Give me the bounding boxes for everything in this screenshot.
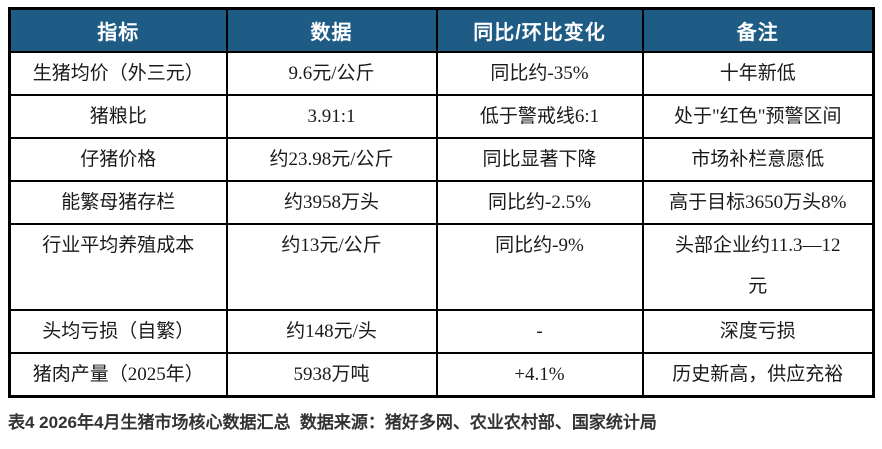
cell-remark: 市场补栏意愿低: [641, 136, 875, 182]
column-header-indicator: 指标: [8, 7, 228, 53]
column-header-remark: 备注: [641, 7, 875, 53]
table-row: 行业平均养殖成本 约13元/公斤 同比约-9% 头部企业约11.3—12 元: [8, 222, 875, 311]
column-header-change: 同比/环比变化: [435, 7, 644, 53]
cell-change: -: [435, 308, 644, 354]
table-row: 能繁母猪存栏 约3958万头 同比约-2.5% 高于目标3650万头8%: [8, 179, 875, 225]
table-row: 仔猪价格 约23.98元/公斤 同比显著下降 市场补栏意愿低: [8, 136, 875, 182]
cell-remark: 十年新低: [641, 50, 875, 96]
table-caption: 表4 2026年4月生猪市场核心数据汇总 数据来源：猪好多网、农业农村部、国家统…: [8, 413, 657, 432]
cell-data: 5938万吨: [225, 351, 438, 397]
cell-data: 约148元/头: [225, 308, 438, 354]
table-row: 生猪均价（外三元） 9.6元/公斤 同比约-35% 十年新低: [8, 50, 875, 96]
cell-data: 3.91:1: [225, 93, 438, 139]
cell-remark: 高于目标3650万头8%: [641, 179, 875, 225]
cell-change: 同比约-9%: [435, 222, 644, 311]
cell-remark: 处于"红色"预警区间: [641, 93, 875, 139]
cell-indicator: 头均亏损（自繁）: [8, 308, 228, 354]
cell-change: 同比约-35%: [435, 50, 644, 96]
cell-indicator: 猪肉产量（2025年）: [8, 351, 228, 397]
cell-change: 同比约-2.5%: [435, 179, 644, 225]
cell-indicator: 行业平均养殖成本: [8, 222, 228, 311]
cell-data: 约23.98元/公斤: [225, 136, 438, 182]
cell-indicator: 生猪均价（外三元）: [8, 50, 228, 96]
table-header-row: 指标 数据 同比/环比变化 备注: [8, 7, 875, 53]
cell-change: 同比显著下降: [435, 136, 644, 182]
table-row: 猪粮比 3.91:1 低于警戒线6:1 处于"红色"预警区间: [8, 93, 875, 139]
pig-market-data-table: 指标 数据 同比/环比变化 备注 生猪均价（外三元） 9.6元/公斤 同比约-3…: [8, 7, 875, 398]
table-row: 猪肉产量（2025年） 5938万吨 +4.1% 历史新高，供应充裕: [8, 351, 875, 397]
cell-remark: 历史新高，供应充裕: [641, 351, 875, 397]
cell-remark: 深度亏损: [641, 308, 875, 354]
cell-remark: 头部企业约11.3—12 元: [641, 222, 875, 311]
cell-data: 9.6元/公斤: [225, 50, 438, 96]
cell-indicator: 仔猪价格: [8, 136, 228, 182]
cell-change: 低于警戒线6:1: [435, 93, 644, 139]
table-row: 头均亏损（自繁） 约148元/头 - 深度亏损: [8, 308, 875, 354]
cell-change: +4.1%: [435, 351, 644, 397]
cell-indicator: 猪粮比: [8, 93, 228, 139]
cell-data: 约13元/公斤: [225, 222, 438, 311]
cell-data: 约3958万头: [225, 179, 438, 225]
cell-indicator: 能繁母猪存栏: [8, 179, 228, 225]
column-header-data: 数据: [225, 7, 438, 53]
